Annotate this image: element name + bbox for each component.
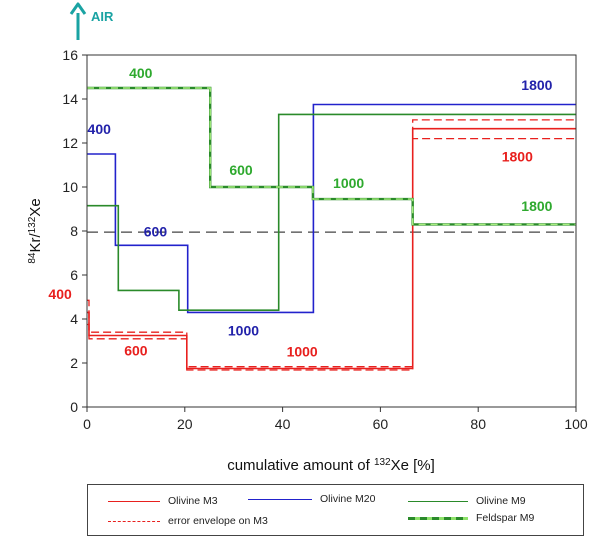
- x-axis-title-pre: cumulative amount of: [227, 457, 374, 474]
- y-tick-label-14: 14: [62, 91, 78, 107]
- y-tick-label-4: 4: [70, 311, 78, 327]
- feldspar-m9-line-dash: [87, 87, 576, 226]
- error-envelope-on-m3-2-line: [87, 137, 576, 371]
- y-axis-title-mid: Kr/: [27, 233, 44, 253]
- legend-item-olivine-m20: Olivine M20: [248, 491, 375, 507]
- x-axis-title-sup: 132: [374, 457, 391, 468]
- step-label-1000-10: 1000: [287, 343, 318, 359]
- air-arrow: AIR: [69, 2, 114, 40]
- olivine-m9-line-path: [87, 113, 576, 312]
- legend-label-olivine-m9: Olivine M9: [476, 495, 526, 507]
- legend-item-error-envelope: error envelope on M3: [108, 513, 268, 529]
- step-label-400-4: 400: [88, 121, 112, 137]
- x-tick-label-0: 0: [83, 416, 91, 432]
- step-label-600-5: 600: [144, 224, 168, 240]
- step-label-400-0: 400: [129, 65, 153, 81]
- x-tick-label-60: 60: [373, 416, 389, 432]
- air-arrow-head: [69, 2, 87, 15]
- olivine-m9-line: [87, 113, 576, 312]
- step-labels: 400 600 1000 1800 400 600 1000 1800 400 600 1000 18…: [48, 65, 552, 359]
- olivine-m20-line: [87, 103, 576, 314]
- legend-swatch-feldspar-m9: [408, 516, 468, 520]
- y-axis-title-sup1: 84: [27, 252, 38, 264]
- legend-swatch-error-envelope: [108, 520, 160, 522]
- x-axis-title-post: Xe [%]: [391, 457, 435, 474]
- air-label: AIR: [91, 9, 114, 24]
- error-envelope-on-m3-2-line-path: [87, 137, 576, 371]
- step-label-1000-6: 1000: [228, 323, 259, 339]
- step-label-400-8: 400: [48, 286, 72, 302]
- y-tick-label-16: 16: [62, 47, 78, 63]
- step-label-1800-7: 1800: [521, 77, 552, 93]
- y-tick-label-6: 6: [70, 267, 78, 283]
- legend-item-olivine-m3: Olivine M3: [108, 493, 218, 509]
- x-tick-label-40: 40: [275, 416, 291, 432]
- legend-label-feldspar-m9: Feldspar M9: [476, 512, 535, 524]
- legend-swatch-olivine-m20: [248, 498, 312, 500]
- y-axis-title-post: Xe: [27, 198, 44, 216]
- feldspar-m9-line: [87, 86, 576, 226]
- legend-item-feldspar-m9: Feldspar M9: [408, 510, 534, 526]
- olivine-m20-line-path: [87, 103, 576, 314]
- y-tick-label-2: 2: [70, 355, 78, 371]
- y-tick-label-12: 12: [62, 135, 78, 151]
- x-axis-title: cumulative amount of 132Xe [%]: [227, 457, 435, 475]
- y-axis-title-sup2: 132: [27, 216, 38, 233]
- x-tick-label-100: 100: [564, 416, 588, 432]
- y-tick-label-10: 10: [62, 179, 78, 195]
- legend-label-olivine-m3: Olivine M3: [168, 495, 218, 507]
- y-tick-label-0: 0: [70, 399, 78, 415]
- y-tick-label-8: 8: [70, 223, 78, 239]
- legend-label-error-envelope: error envelope on M3: [168, 515, 268, 527]
- step-label-1800-11: 1800: [502, 149, 533, 165]
- step-label-1000-2: 1000: [333, 175, 364, 191]
- legend-swatch-olivine-m9: [408, 500, 468, 502]
- legend: Olivine M3 Olivine M20 Olivine M9 error …: [87, 484, 584, 536]
- step-label-600-1: 600: [229, 162, 253, 178]
- legend-item-olivine-m9: Olivine M9: [408, 493, 526, 509]
- legend-swatch-olivine-m3: [108, 500, 160, 502]
- plot-area: [87, 86, 576, 371]
- step-label-600-9: 600: [124, 342, 148, 358]
- legend-label-olivine-m20: Olivine M20: [320, 493, 376, 505]
- x-tick-label-80: 80: [470, 416, 486, 432]
- step-label-1800-3: 1800: [521, 198, 552, 214]
- y-axis-title: 84Kr/132Xe: [27, 198, 45, 263]
- x-tick-label-20: 20: [177, 416, 193, 432]
